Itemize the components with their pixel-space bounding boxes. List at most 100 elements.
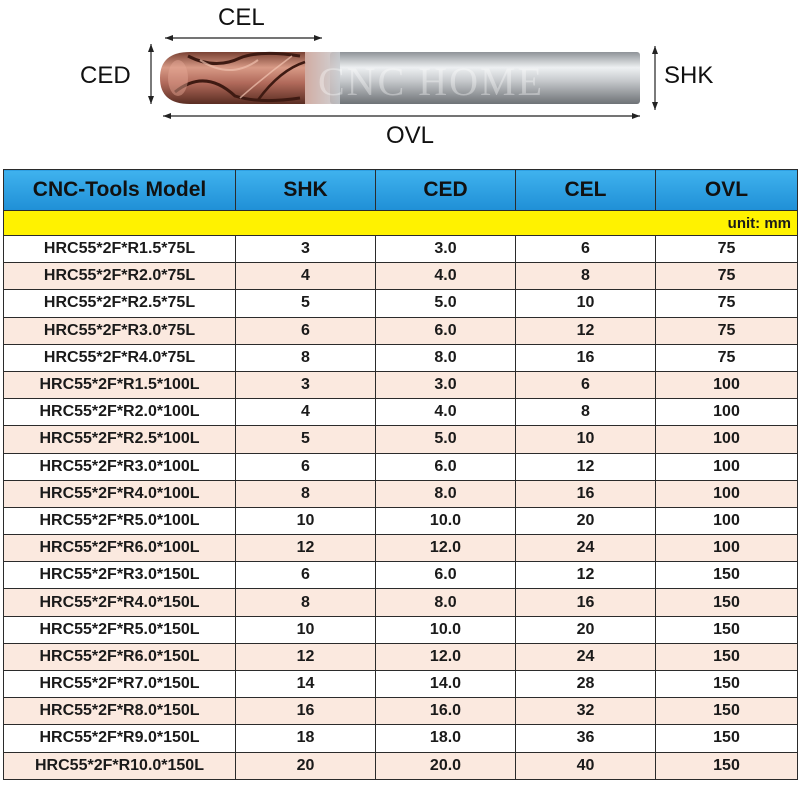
cell-shk: 20 <box>235 751 376 780</box>
cell-shk: 14 <box>235 669 376 699</box>
cell-cel: 36 <box>515 724 656 753</box>
cell-shk: 6 <box>235 561 376 590</box>
cell-cel: 16 <box>515 343 656 372</box>
shk-label: SHK <box>664 62 714 89</box>
cell-shk: 6 <box>235 452 376 481</box>
cell-shk: 16 <box>235 697 376 726</box>
cell-ced: 3.0 <box>375 234 516 264</box>
cell-ovl: 100 <box>655 425 798 454</box>
cell-model: HRC55*2F*R2.0*100L <box>3 398 236 427</box>
ced-label: CED <box>80 62 131 89</box>
cel-label: CEL <box>218 4 265 31</box>
end-mill-drawing <box>148 35 658 119</box>
cell-shk: 12 <box>235 534 376 563</box>
cell-model: HRC55*2F*R9.0*150L <box>3 724 236 753</box>
cell-ced: 5.0 <box>375 289 516 318</box>
cell-model: HRC55*2F*R4.0*75L <box>3 343 236 372</box>
cell-ovl: 150 <box>655 751 798 780</box>
cell-model: HRC55*2F*R2.5*100L <box>3 425 236 454</box>
cell-ced: 8.0 <box>375 343 516 372</box>
cell-shk: 4 <box>235 262 376 291</box>
cell-cel: 20 <box>515 506 656 536</box>
cell-ced: 10.0 <box>375 506 516 536</box>
table-row: HRC55*2F*R7.0*150L 14 14.0 28 150 <box>3 669 798 699</box>
cell-cel: 16 <box>515 588 656 617</box>
watermark-text: CNC HOME <box>318 59 545 104</box>
cell-model: HRC55*2F*R2.5*75L <box>3 289 236 318</box>
table-row: HRC55*2F*R2.0*100L 4 4.0 8 100 <box>3 398 798 427</box>
table-row: HRC55*2F*R4.0*100L 8 8.0 16 100 <box>3 479 798 508</box>
unit-note: unit: mm <box>3 210 798 236</box>
cell-ovl: 75 <box>655 289 798 318</box>
cell-shk: 8 <box>235 588 376 617</box>
cell-ovl: 150 <box>655 669 798 699</box>
cell-ced: 20.0 <box>375 751 516 780</box>
table-row: HRC55*2F*R2.5*100L 5 5.0 10 100 <box>3 425 798 454</box>
cell-cel: 6 <box>515 370 656 400</box>
table-row: HRC55*2F*R1.5*75L 3 3.0 6 75 <box>3 234 798 264</box>
cell-model: HRC55*2F*R4.0*150L <box>3 588 236 617</box>
header-cel: CEL <box>515 169 656 211</box>
cell-shk: 4 <box>235 398 376 427</box>
cell-cel: 12 <box>515 316 656 345</box>
table-row: HRC55*2F*R6.0*150L 12 12.0 24 150 <box>3 642 798 672</box>
cell-model: HRC55*2F*R6.0*150L <box>3 642 236 672</box>
cell-cel: 6 <box>515 234 656 264</box>
cell-ced: 6.0 <box>375 452 516 481</box>
table-header: CNC-Tools Model SHK CED CEL OVL unit: mm <box>3 169 798 236</box>
cell-model: HRC55*2F*R3.0*100L <box>3 452 236 481</box>
ovl-label: OVL <box>386 122 435 149</box>
end-mill-diagram: CNC HOME CEL CED SHK OVL <box>0 0 800 165</box>
table-row: HRC55*2F*R5.0*150L 10 10.0 20 150 <box>3 615 798 644</box>
cell-ovl: 150 <box>655 615 798 644</box>
cell-cel: 24 <box>515 642 656 672</box>
cell-shk: 6 <box>235 316 376 345</box>
cell-shk: 3 <box>235 234 376 264</box>
table-row: HRC55*2F*R9.0*150L 18 18.0 36 150 <box>3 724 798 753</box>
cell-ovl: 100 <box>655 370 798 400</box>
cell-ovl: 75 <box>655 343 798 372</box>
cell-cel: 10 <box>515 289 656 318</box>
table-row: HRC55*2F*R3.0*75L 6 6.0 12 75 <box>3 316 798 345</box>
cell-ovl: 75 <box>655 262 798 291</box>
cell-ced: 8.0 <box>375 479 516 508</box>
tool-cutting-head <box>160 52 305 104</box>
table-row: HRC55*2F*R8.0*150L 16 16.0 32 150 <box>3 697 798 726</box>
cell-ovl: 150 <box>655 561 798 590</box>
cell-model: HRC55*2F*R3.0*75L <box>3 316 236 345</box>
cell-cel: 10 <box>515 425 656 454</box>
cell-ovl: 75 <box>655 234 798 264</box>
cell-model: HRC55*2F*R8.0*150L <box>3 697 236 726</box>
cell-shk: 5 <box>235 425 376 454</box>
cell-ovl: 150 <box>655 697 798 726</box>
table-body: HRC55*2F*R1.5*75L 3 3.0 6 75 HRC55*2F*R2.0*75… <box>3 234 798 780</box>
cell-ced: 4.0 <box>375 262 516 291</box>
cell-model: HRC55*2F*R1.5*100L <box>3 370 236 400</box>
cell-model: HRC55*2F*R10.0*150L <box>3 751 236 780</box>
table-row: HRC55*2F*R4.0*150L 8 8.0 16 150 <box>3 588 798 617</box>
cell-model: HRC55*2F*R7.0*150L <box>3 669 236 699</box>
tool-shank <box>330 52 640 104</box>
cell-model: HRC55*2F*R5.0*150L <box>3 615 236 644</box>
table-row: HRC55*2F*R2.5*75L 5 5.0 10 75 <box>3 289 798 318</box>
cell-ovl: 150 <box>655 642 798 672</box>
cell-ced: 18.0 <box>375 724 516 753</box>
cell-ced: 16.0 <box>375 697 516 726</box>
cell-model: HRC55*2F*R6.0*100L <box>3 534 236 563</box>
table-row: HRC55*2F*R4.0*75L 8 8.0 16 75 <box>3 343 798 372</box>
cell-shk: 10 <box>235 506 376 536</box>
cell-cel: 16 <box>515 479 656 508</box>
cell-model: HRC55*2F*R2.0*75L <box>3 262 236 291</box>
cell-shk: 18 <box>235 724 376 753</box>
cell-ced: 6.0 <box>375 561 516 590</box>
cell-ovl: 150 <box>655 724 798 753</box>
cell-model: HRC55*2F*R5.0*100L <box>3 506 236 536</box>
cell-ovl: 100 <box>655 479 798 508</box>
cell-cel: 8 <box>515 398 656 427</box>
cell-shk: 5 <box>235 289 376 318</box>
header-shk: SHK <box>235 169 376 211</box>
header-model: CNC-Tools Model <box>3 169 236 211</box>
spec-table: CNC-Tools Model SHK CED CEL OVL unit: mm… <box>3 169 798 780</box>
cell-shk: 3 <box>235 370 376 400</box>
table-row: HRC55*2F*R10.0*150L 20 20.0 40 150 <box>3 751 798 780</box>
